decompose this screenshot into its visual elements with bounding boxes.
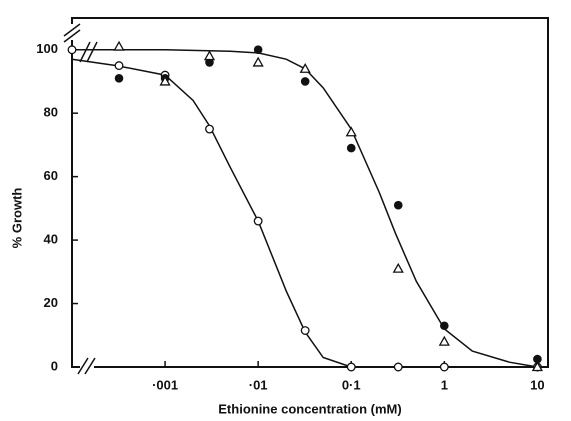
point [438, 335, 450, 346]
x-tick-label: 0·1 [342, 377, 361, 392]
point [346, 362, 356, 372]
point [346, 143, 356, 153]
point [114, 61, 124, 71]
y-tick-label: 20 [44, 295, 58, 310]
point [393, 200, 403, 210]
point [439, 362, 449, 372]
point [299, 62, 311, 73]
point [533, 354, 542, 364]
fitted-curve [71, 58, 352, 368]
point [440, 321, 449, 331]
point [392, 262, 404, 273]
point [205, 124, 214, 134]
point [393, 362, 403, 372]
y-axis-label: % Growth [9, 188, 24, 249]
y-tick-label: 0 [51, 358, 58, 373]
point [300, 77, 310, 86]
point [205, 58, 214, 67]
x-axis-label: Ethionine concentration (mM) [218, 401, 401, 416]
point [253, 45, 263, 55]
x-tick-label: 10 [530, 377, 544, 392]
x-tick-label: ·001 [152, 377, 178, 392]
y-tick-label: 60 [44, 168, 58, 183]
axis-break [63, 23, 98, 375]
y-tick-label: 100 [36, 41, 58, 56]
point [114, 73, 124, 83]
fitted-curve [72, 48, 538, 368]
y-tick-label: 40 [44, 232, 58, 247]
y-tick-label: 80 [44, 105, 58, 120]
point [159, 75, 171, 86]
point [531, 361, 544, 372]
point [67, 45, 77, 55]
plot-frame [71, 17, 549, 368]
point [300, 326, 310, 335]
point [113, 40, 125, 51]
x-tick-label: ·01 [249, 377, 268, 392]
point [345, 126, 357, 137]
point [252, 56, 264, 67]
point [253, 216, 263, 226]
x-tick-label: 1 [441, 377, 448, 392]
point [203, 50, 216, 61]
